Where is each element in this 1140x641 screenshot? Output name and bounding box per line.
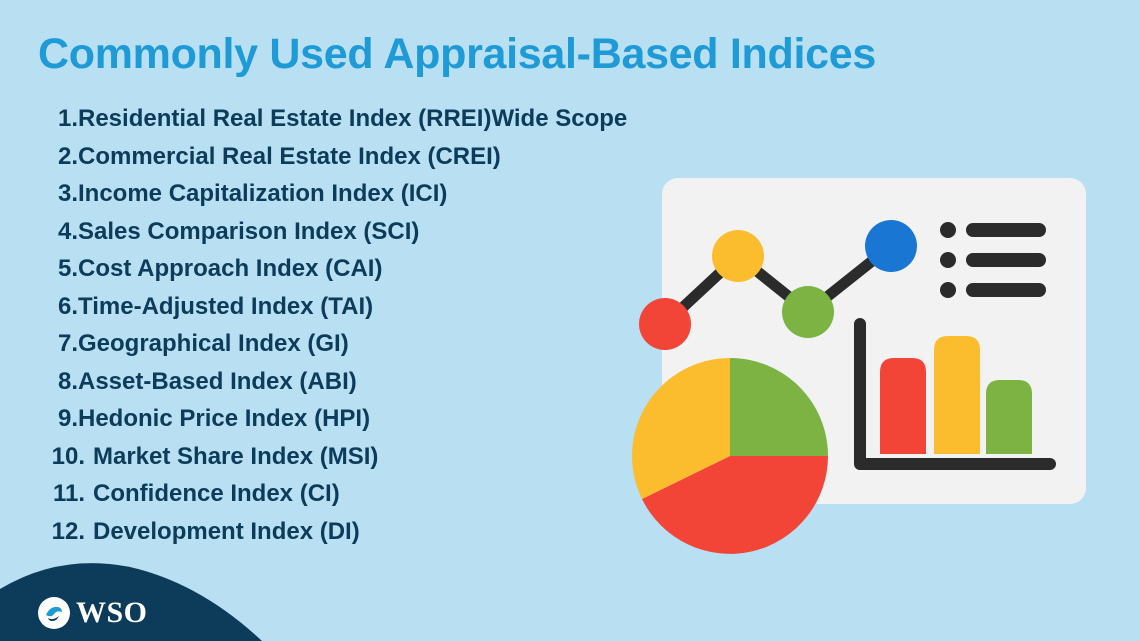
list-item: 3. Income Capitalization Index (ICI) (30, 180, 627, 218)
list-item: 6. Time-Adjusted Index (TAI) (30, 293, 627, 331)
indices-list: 1. Residential Real Estate Index (RREI)Wi… (30, 105, 628, 556)
list-item: 4. Sales Comparison Index (SCI) (30, 218, 627, 256)
list-item-text: Cost Approach Index (CAI) (78, 255, 383, 282)
list-item-text: Asset-Based Index (ABI) (78, 367, 357, 395)
list-item-number: 4. (57, 217, 78, 245)
list-item-text: Income Capitalization Index (ICI) (78, 180, 448, 207)
list-item: 5. Cost Approach Index (CAI) (30, 255, 627, 293)
list-item: 2. Commercial Real Estate Index (CREI) (30, 143, 627, 181)
wso-bird-icon (38, 597, 70, 629)
list-item-text: Development Index (DI) (93, 517, 360, 545)
list-item-number: 9. (57, 405, 78, 432)
page-title: Commonly Used Appraisal-Based Indices (38, 30, 876, 78)
list-item: 7. Geographical Index (GI) (30, 330, 627, 368)
list-item: 1. Residential Real Estate Index (RREI)Wi… (30, 105, 627, 143)
list-item-text: Geographical Index (GI) (78, 330, 349, 357)
list-item-number: 6. (57, 292, 78, 320)
logo-text: WSO (76, 596, 148, 629)
analytics-illustration (632, 178, 1086, 554)
list-item-text: Market Share Index (MSI) (93, 442, 379, 470)
list-item-text: Time-Adjusted Index (TAI) (78, 292, 374, 320)
list-item-text: Confidence Index (CI) (93, 480, 340, 507)
list-item: 8. Asset-Based Index (ABI) (30, 368, 627, 406)
wso-logo: WSO (38, 596, 148, 630)
list-item-number: 8. (57, 367, 78, 395)
line-chart-icon (639, 220, 917, 350)
list-icon (940, 222, 1046, 298)
list-item-text: Hedonic Price Index (HPI) (78, 405, 371, 432)
bar-chart-icon (854, 318, 1056, 470)
list-item: 9. Hedonic Price Index (HPI) (30, 405, 627, 443)
list-item-text: Residential Real Estate Index (RREI)Wide… (78, 105, 628, 132)
list-item-text: Sales Comparison Index (SCI) (78, 217, 420, 245)
list-item-number: 12. (51, 517, 85, 545)
list-item: 12. Development Index (DI) (30, 518, 627, 556)
list-item-number: 5. (57, 255, 78, 282)
list-item-number: 10. (51, 442, 85, 470)
list-item-number: 11. (52, 480, 85, 507)
list-item-number: 1. (57, 105, 78, 132)
list-item: 11. Confidence Index (CI) (30, 480, 627, 518)
list-item-number: 3. (57, 180, 78, 207)
list-item: 10. Market Share Index (MSI) (30, 443, 627, 481)
pie-chart-icon (632, 358, 828, 554)
list-item-number: 7. (57, 330, 78, 357)
list-item-number: 2. (57, 142, 78, 170)
list-item-text: Commercial Real Estate Index (CREI) (78, 142, 501, 170)
